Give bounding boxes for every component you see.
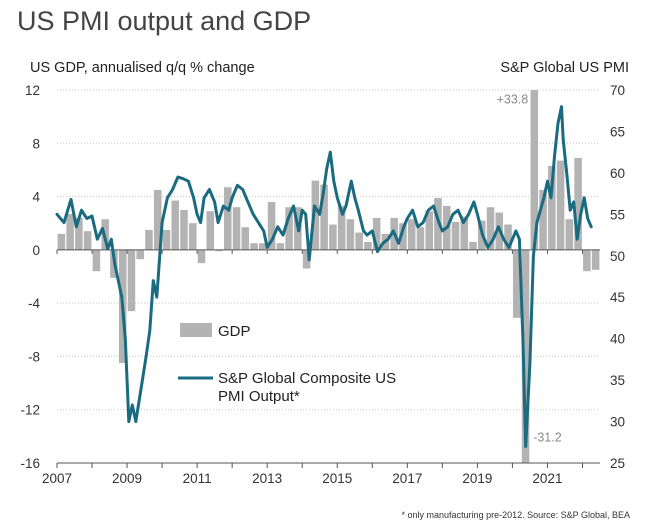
gdp-bar <box>311 180 320 250</box>
gdp-bar <box>372 217 381 250</box>
right-tick-label: 60 <box>610 166 625 181</box>
gdp-bar <box>556 160 565 250</box>
gdp-bar <box>145 229 153 250</box>
legend-pmi-label-line2: PMI Output* <box>218 388 300 405</box>
gdp-bar <box>469 241 477 250</box>
gdp-bar <box>451 221 460 250</box>
legend-pmi-label-line1: S&P Global Composite US <box>218 370 396 387</box>
right-tick-label: 45 <box>610 290 625 305</box>
gdp-bar <box>460 216 469 250</box>
footnote: * only manufacturing pre-2012. Source: S… <box>401 510 630 520</box>
gdp-bar <box>232 207 241 250</box>
gdp-bar <box>364 241 372 250</box>
gdp-bar <box>329 224 337 250</box>
chart-title: US PMI output and GDP <box>17 6 312 36</box>
gdp-bar <box>320 184 328 250</box>
left-tick-label: 8 <box>32 136 40 151</box>
left-tick-label: 0 <box>32 243 40 258</box>
right-tick-label: 35 <box>610 373 625 388</box>
gdp-bar <box>215 249 223 252</box>
gdp-bar <box>206 211 215 250</box>
gdp-bar <box>57 233 66 250</box>
gdp-bar <box>171 200 179 250</box>
pmi-line <box>55 105 593 448</box>
gdp-bar <box>267 201 276 250</box>
gdp-bar <box>83 231 92 250</box>
gdp-bar <box>259 243 267 250</box>
x-tick-label: 2013 <box>252 471 282 486</box>
gdp-bar <box>574 157 582 250</box>
right-tick-label: 30 <box>610 415 625 430</box>
gdp-bar <box>250 243 258 250</box>
gdp-bar <box>407 219 416 250</box>
gdp-bar <box>276 243 285 250</box>
x-tick-label: 2019 <box>462 471 492 486</box>
x-tick-label: 2007 <box>42 471 72 486</box>
legend-gdp-swatch <box>180 323 212 337</box>
left-tick-label: -4 <box>28 296 40 311</box>
gdp-bar <box>162 229 171 250</box>
gdp-bar <box>425 211 433 250</box>
gdp-bar <box>188 223 197 250</box>
gdp-bar <box>513 249 521 318</box>
gdp-bar <box>416 227 425 250</box>
gdp-bar <box>591 249 600 270</box>
gdp-bar <box>224 187 232 250</box>
legend-gdp-label: GDP <box>218 323 251 340</box>
gdp-bar <box>285 207 293 250</box>
annotation-label: +33.8 <box>497 92 529 106</box>
right-tick-label: 55 <box>610 207 625 222</box>
left-tick-label: 4 <box>32 190 40 205</box>
right-tick-label: 70 <box>610 83 625 98</box>
right-tick-label: 40 <box>610 332 625 347</box>
gdp-bar <box>355 232 363 250</box>
left-axis-title: US GDP, annualised q/q % change <box>30 60 255 76</box>
gdp-bar <box>75 217 83 250</box>
gdp-bar <box>136 249 144 260</box>
gdp-bar <box>548 165 556 250</box>
x-tick-label: 2017 <box>392 471 422 486</box>
gdp-bar <box>504 224 512 250</box>
gdp-bar <box>539 189 547 250</box>
gdp-bar <box>66 213 74 250</box>
gdp-bar <box>153 189 162 250</box>
gdp-bar <box>302 249 311 269</box>
gdp-bar <box>565 219 574 250</box>
right-tick-label: 65 <box>610 124 625 139</box>
gdp-bar <box>346 219 355 250</box>
gdp-bar <box>486 207 495 250</box>
left-tick-label: -8 <box>28 349 40 364</box>
x-tick-label: 2011 <box>183 471 212 486</box>
annotation-label: -31.2 <box>533 431 562 445</box>
gdp-bar <box>337 205 346 250</box>
left-tick-label: -12 <box>20 403 40 418</box>
gdp-bar <box>241 227 250 250</box>
right-tick-label: 50 <box>610 249 625 264</box>
gdp-bar <box>399 223 407 250</box>
gdp-bar <box>127 249 136 312</box>
x-tick-label: 2015 <box>322 471 352 486</box>
x-tick-label: 2009 <box>112 471 142 486</box>
x-tick-label: 2021 <box>532 471 562 486</box>
right-axis-title: S&P Global US PMI <box>500 60 629 76</box>
gdp-bar <box>521 249 530 463</box>
right-tick-label: 25 <box>610 456 625 471</box>
left-tick-label: -16 <box>20 456 40 471</box>
gdp-bar <box>197 249 206 264</box>
gdp-bar <box>180 209 188 250</box>
gdp-bar <box>92 249 101 272</box>
gdp-bar <box>583 249 591 272</box>
left-tick-label: 12 <box>25 83 40 98</box>
gdp-bar <box>530 90 539 250</box>
